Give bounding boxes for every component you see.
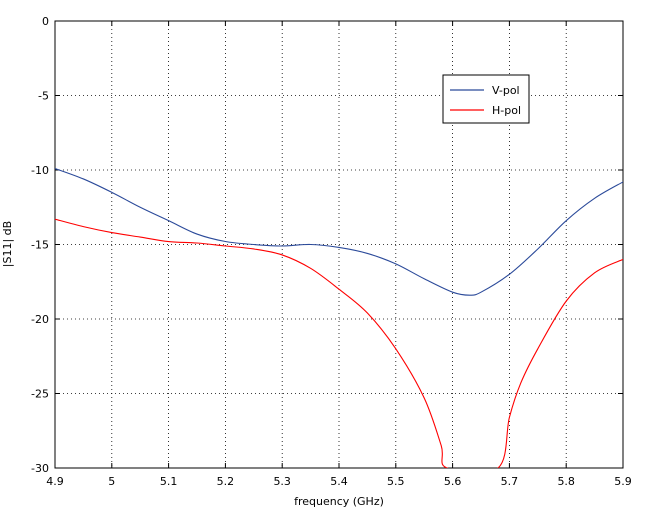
y-tick-label: 0: [42, 15, 49, 28]
series-lines: [55, 167, 623, 468]
x-tick-label: 5.8: [557, 475, 575, 488]
grid: [55, 21, 623, 468]
x-tick-label: 4.9: [46, 475, 64, 488]
y-tick-label: -5: [38, 90, 49, 103]
x-axis-label: frequency (GHz): [294, 495, 384, 508]
series-line-h-pol: [55, 218, 623, 468]
x-tick-label: 5.4: [330, 475, 348, 488]
x-tick-label: 5.9: [614, 475, 632, 488]
legend-label-h-pol: H-pol: [492, 104, 521, 117]
y-tick-label: -15: [31, 239, 49, 252]
x-tick-label: 5: [108, 475, 115, 488]
x-tick-label: 5.2: [217, 475, 235, 488]
series-line-v-pol: [55, 167, 623, 296]
y-tick-label: -20: [31, 313, 49, 326]
y-tick-label: -10: [31, 164, 49, 177]
legend: V-pol H-pol: [442, 74, 530, 124]
y-axis-label: |S11| dB: [1, 221, 14, 267]
x-tick-label: 5.1: [160, 475, 178, 488]
y-tick-label: -25: [31, 388, 49, 401]
x-tick-label: 5.3: [273, 475, 291, 488]
x-tick-label: 5.5: [387, 475, 405, 488]
ticks: 4.9 5 5.1 5.2 5.3 5.4 5.5 5.6 5.7 5.8 5.9 0 -5 -10 -15…: [31, 15, 632, 488]
legend-label-v-pol: V-pol: [492, 84, 520, 97]
legend-box: [442, 74, 530, 124]
y-tick-label: -30: [31, 462, 49, 475]
x-tick-label: 5.7: [501, 475, 519, 488]
x-tick-label: 5.6: [444, 475, 462, 488]
